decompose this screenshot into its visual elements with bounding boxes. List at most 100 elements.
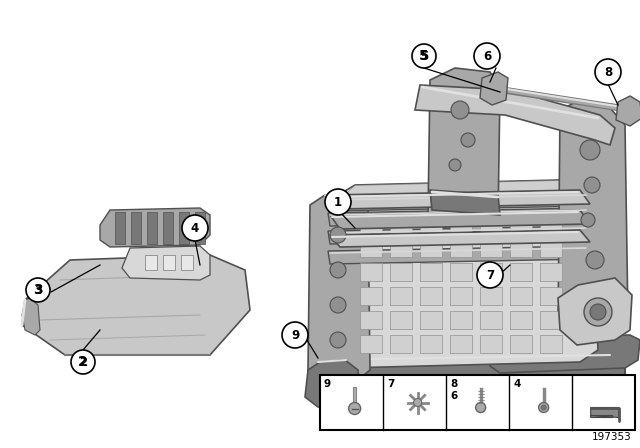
Polygon shape: [616, 96, 640, 126]
Polygon shape: [340, 180, 590, 205]
Polygon shape: [510, 215, 532, 233]
Circle shape: [475, 44, 499, 68]
Text: 9: 9: [291, 328, 299, 341]
Text: 2: 2: [78, 355, 88, 369]
Polygon shape: [100, 208, 210, 247]
Polygon shape: [163, 212, 173, 244]
Polygon shape: [147, 212, 157, 244]
Polygon shape: [450, 239, 472, 257]
Circle shape: [476, 402, 486, 413]
Text: 197353: 197353: [592, 432, 632, 442]
Circle shape: [325, 189, 351, 215]
Polygon shape: [328, 246, 590, 264]
Circle shape: [330, 297, 346, 313]
Text: 7: 7: [387, 379, 394, 389]
Bar: [320, 375, 635, 430]
Polygon shape: [181, 255, 193, 270]
Text: 8: 8: [604, 65, 612, 78]
Polygon shape: [510, 311, 532, 329]
Polygon shape: [480, 72, 508, 105]
Circle shape: [412, 44, 436, 68]
Circle shape: [541, 405, 546, 410]
Polygon shape: [322, 180, 598, 368]
Polygon shape: [510, 335, 532, 353]
Text: 4: 4: [191, 221, 199, 234]
Circle shape: [581, 213, 595, 227]
Polygon shape: [450, 287, 472, 305]
Polygon shape: [195, 212, 205, 244]
Polygon shape: [122, 246, 210, 280]
Polygon shape: [328, 226, 590, 244]
Polygon shape: [428, 68, 500, 232]
Text: 2: 2: [79, 356, 87, 369]
Polygon shape: [420, 215, 442, 233]
Polygon shape: [420, 287, 442, 305]
Polygon shape: [360, 287, 382, 305]
Text: 5: 5: [420, 49, 428, 63]
Polygon shape: [558, 278, 632, 345]
Text: 5: 5: [419, 49, 429, 63]
Circle shape: [326, 190, 350, 214]
Polygon shape: [420, 311, 442, 329]
Text: 8
6: 8 6: [450, 379, 457, 401]
Polygon shape: [328, 193, 590, 211]
Polygon shape: [360, 215, 382, 233]
Circle shape: [451, 101, 469, 119]
Text: 1: 1: [334, 195, 342, 208]
Polygon shape: [179, 212, 189, 244]
Polygon shape: [480, 239, 502, 257]
Circle shape: [182, 215, 208, 241]
Polygon shape: [540, 287, 562, 305]
Polygon shape: [420, 335, 442, 353]
Text: 7: 7: [486, 268, 494, 281]
Polygon shape: [145, 255, 157, 270]
Circle shape: [325, 375, 335, 385]
Polygon shape: [415, 85, 615, 145]
Polygon shape: [420, 263, 442, 281]
Polygon shape: [540, 239, 562, 257]
Circle shape: [477, 262, 503, 288]
Polygon shape: [360, 263, 382, 281]
Polygon shape: [450, 311, 472, 329]
Text: 9: 9: [291, 328, 299, 341]
Polygon shape: [430, 190, 500, 215]
Polygon shape: [510, 239, 532, 257]
Polygon shape: [131, 212, 141, 244]
Text: 6: 6: [483, 49, 491, 63]
Polygon shape: [360, 335, 382, 353]
Polygon shape: [328, 208, 590, 226]
Polygon shape: [390, 263, 412, 281]
Polygon shape: [540, 311, 562, 329]
Circle shape: [596, 60, 620, 84]
Circle shape: [26, 278, 50, 302]
Circle shape: [590, 304, 606, 320]
Circle shape: [595, 59, 621, 85]
Polygon shape: [510, 287, 532, 305]
Polygon shape: [22, 298, 40, 335]
Circle shape: [71, 350, 95, 374]
Polygon shape: [420, 239, 442, 257]
Text: 7: 7: [486, 268, 494, 281]
Polygon shape: [390, 239, 412, 257]
Polygon shape: [305, 360, 360, 407]
Circle shape: [474, 43, 500, 69]
Polygon shape: [480, 335, 502, 353]
Circle shape: [461, 133, 475, 147]
Circle shape: [586, 251, 604, 269]
Text: 8: 8: [604, 65, 612, 78]
Polygon shape: [360, 239, 382, 257]
Polygon shape: [330, 210, 590, 229]
Text: 3: 3: [33, 283, 43, 297]
Polygon shape: [308, 195, 370, 382]
Polygon shape: [390, 215, 412, 233]
Polygon shape: [450, 335, 472, 353]
Circle shape: [282, 322, 308, 348]
Circle shape: [341, 384, 349, 392]
Circle shape: [478, 263, 502, 287]
Polygon shape: [450, 263, 472, 281]
Circle shape: [580, 140, 600, 160]
Polygon shape: [330, 190, 590, 209]
Text: 4: 4: [513, 379, 520, 389]
Circle shape: [330, 227, 346, 243]
Polygon shape: [330, 230, 590, 247]
